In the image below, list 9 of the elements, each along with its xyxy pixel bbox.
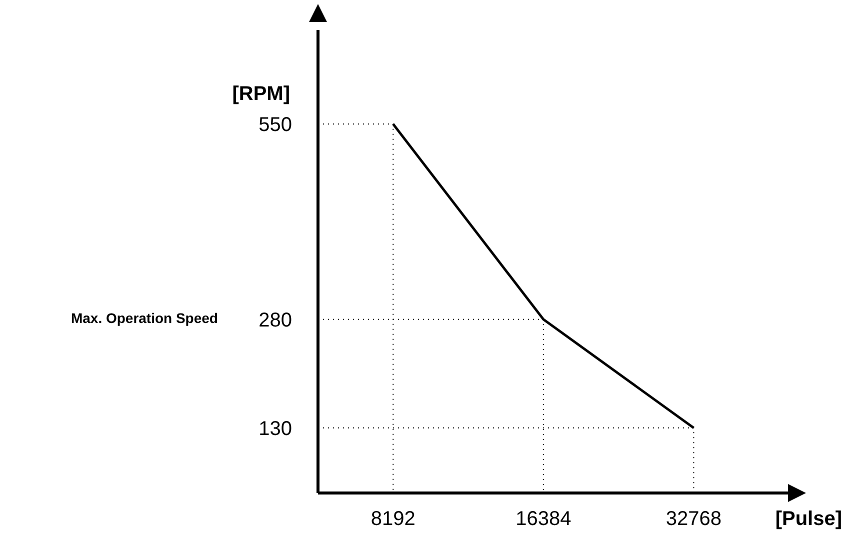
y-tick-label: 280: [258, 309, 292, 332]
y-tick-label: 550: [258, 114, 292, 136]
x-axis-title: [Pulse]: [775, 508, 842, 530]
x-tick-label: 32768: [666, 508, 722, 530]
y-tick-label: 130: [258, 418, 292, 440]
text: Max. Operation Speed: [70, 310, 218, 326]
x-tick-label: 16384: [516, 508, 572, 530]
y-axis-title: [RPM]: [232, 83, 290, 105]
x-tick-label: 8192: [370, 508, 416, 530]
